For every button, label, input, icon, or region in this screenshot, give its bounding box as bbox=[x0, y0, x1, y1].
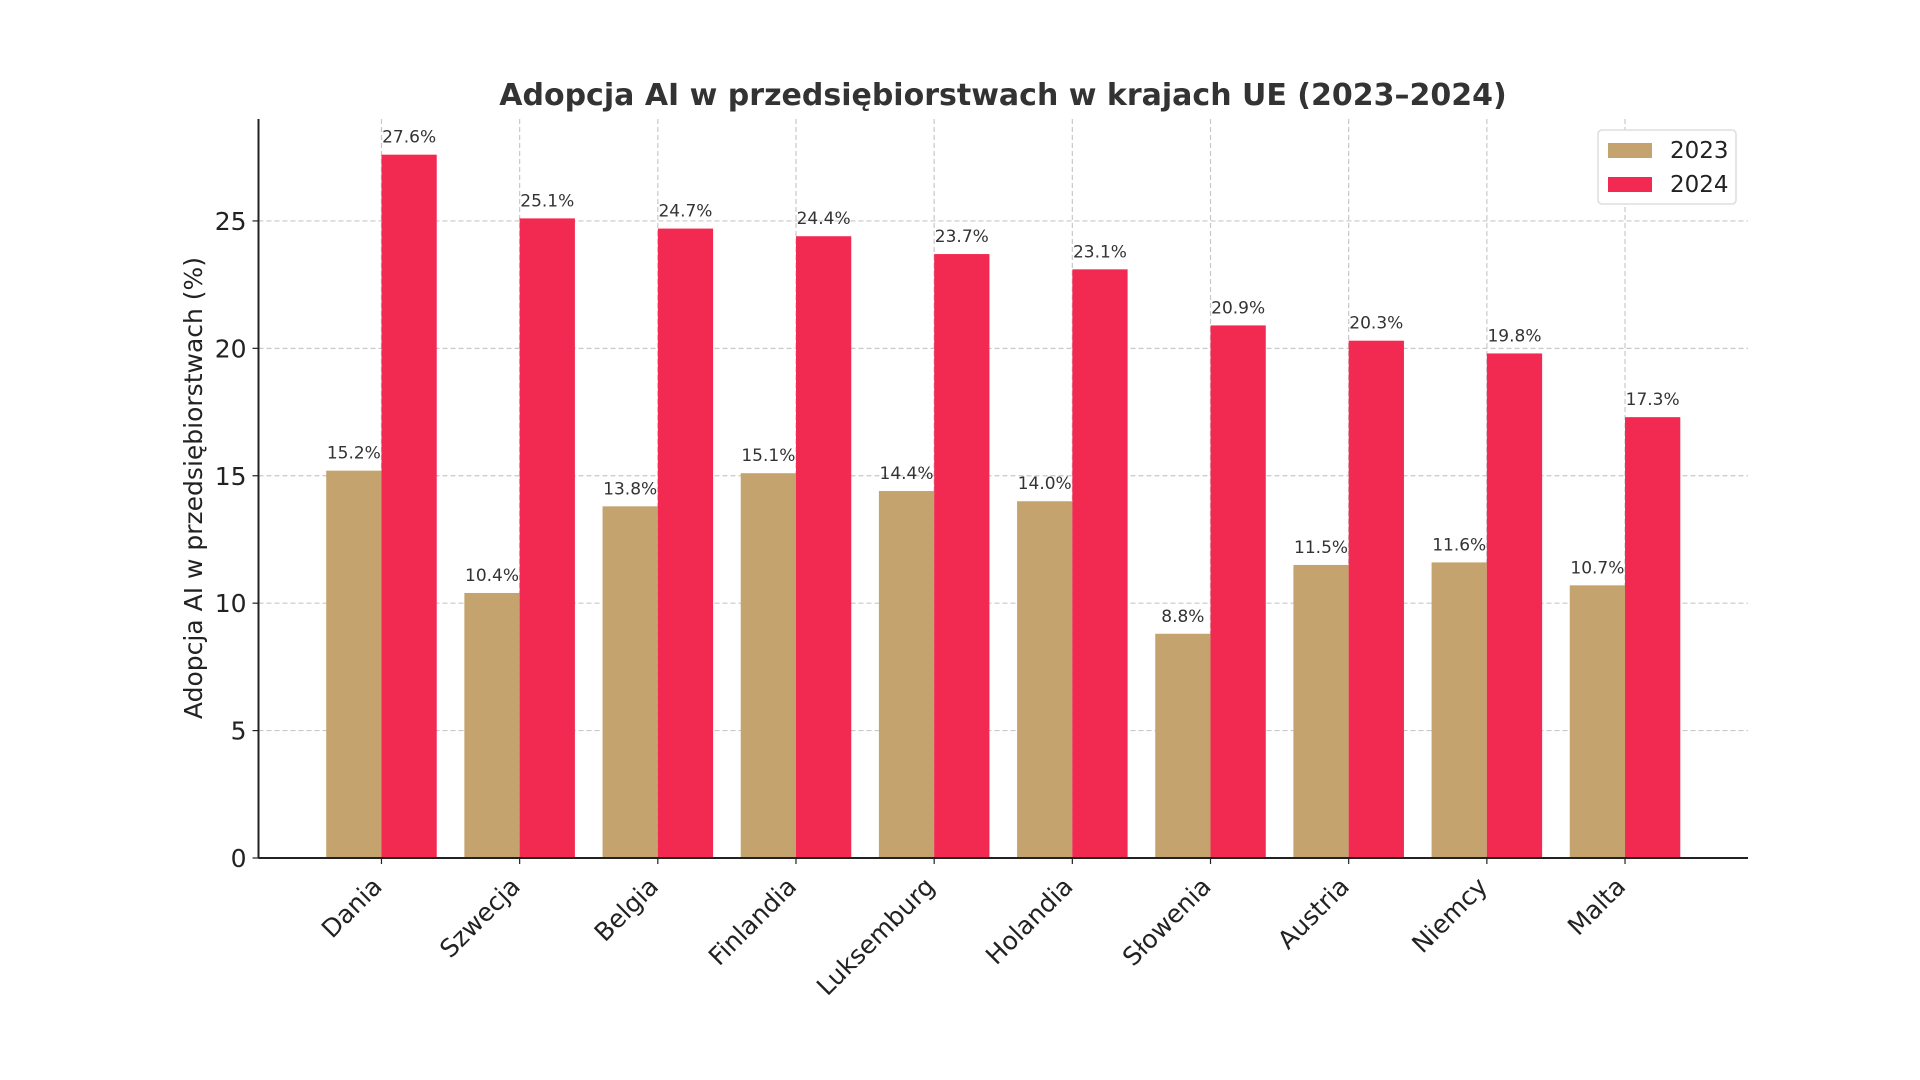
bar-2024-Szwecja bbox=[519, 218, 575, 858]
legend-label-2023: 2023 bbox=[1670, 138, 1729, 164]
chart-title: Adopcja AI w przedsiębiorstwach w krajac… bbox=[499, 78, 1506, 113]
data-label: 20.3% bbox=[1349, 314, 1403, 334]
bar-2024-Belgia bbox=[657, 228, 714, 858]
legend: 2023 2024 bbox=[1597, 129, 1737, 205]
bar-2024-Luksemburg bbox=[934, 254, 990, 859]
x-tick-label-Niemcy: Niemcy bbox=[1406, 872, 1493, 959]
y-axis-label: Adopcja AI w przedsiębiorstwach (%) bbox=[179, 257, 208, 719]
y-tick-label: 5 bbox=[231, 717, 247, 746]
legend-swatch-2024 bbox=[1608, 177, 1652, 192]
bar-2023-Austria bbox=[1293, 564, 1349, 858]
bar-2024-Dania bbox=[381, 154, 437, 859]
bar-2023-Słowenia bbox=[1155, 633, 1211, 858]
data-label: 15.2% bbox=[327, 444, 381, 464]
bar-2024-Słowenia bbox=[1210, 325, 1266, 858]
data-label: 11.6% bbox=[1432, 535, 1486, 555]
y-tick-label: 10 bbox=[215, 589, 247, 618]
bar-2024-Austria bbox=[1348, 340, 1404, 858]
bar-2023-Niemcy bbox=[1431, 562, 1487, 858]
x-tick-label-Dania: Dania bbox=[316, 872, 388, 944]
data-label: 15.1% bbox=[741, 446, 795, 466]
data-label: 27.6% bbox=[382, 128, 436, 148]
bar-2024-Finlandia bbox=[795, 236, 852, 858]
legend-swatch-2023 bbox=[1608, 143, 1652, 158]
bar-2023-Szwecja bbox=[464, 592, 520, 858]
x-tick-label-Finlandia: Finlandia bbox=[703, 872, 802, 971]
data-label: 23.7% bbox=[935, 227, 989, 247]
data-label: 17.3% bbox=[1626, 390, 1680, 410]
bar-2023-Luksemburg bbox=[878, 491, 935, 858]
data-label: 14.4% bbox=[880, 464, 934, 484]
x-tick-label-Austria: Austria bbox=[1272, 872, 1355, 955]
data-label: 13.8% bbox=[603, 479, 657, 499]
x-tick-label-Słowenia: Słowenia bbox=[1117, 872, 1217, 972]
data-label: 10.4% bbox=[465, 566, 519, 586]
bar-2024-Holandia bbox=[1072, 269, 1128, 858]
data-label: 14.0% bbox=[1018, 474, 1072, 494]
bar-2023-Holandia bbox=[1017, 501, 1073, 858]
data-label: 11.5% bbox=[1294, 538, 1348, 558]
data-label: 20.9% bbox=[1211, 298, 1265, 318]
y-tick-label: 15 bbox=[215, 462, 247, 491]
bar-2023-Dania bbox=[326, 470, 382, 858]
x-tick-label-Luksemburg: Luksemburg bbox=[811, 872, 940, 1001]
bar-2024-Malta bbox=[1625, 417, 1681, 858]
x-tick-label-Holandia: Holandia bbox=[980, 872, 1079, 971]
bar-2024-Niemcy bbox=[1486, 353, 1543, 858]
x-tick-label-Szwecja: Szwecja bbox=[434, 872, 526, 964]
data-label: 10.7% bbox=[1570, 558, 1624, 578]
y-tick-label: 20 bbox=[215, 334, 247, 363]
data-label: 25.1% bbox=[520, 191, 574, 211]
x-tick-label-Malta: Malta bbox=[1562, 872, 1631, 941]
y-tick-label: 0 bbox=[231, 844, 247, 873]
data-label: 23.1% bbox=[1073, 242, 1127, 262]
data-label: 8.8% bbox=[1161, 607, 1204, 627]
legend-label-2024: 2024 bbox=[1670, 172, 1729, 198]
bar-2023-Malta bbox=[1569, 585, 1626, 858]
data-label: 24.4% bbox=[797, 209, 851, 229]
x-tick-label-Belgia: Belgia bbox=[589, 872, 664, 947]
y-tick-label: 25 bbox=[215, 207, 247, 236]
bar-2023-Belgia bbox=[602, 506, 658, 858]
bar-2023-Finlandia bbox=[740, 473, 796, 858]
bars: 15.2% 10.4% 13.8% 15.1% 14.4% 14.0% 8.8% 11.5% 1… bbox=[326, 128, 1681, 859]
data-label: 19.8% bbox=[1487, 326, 1541, 346]
data-label: 24.7% bbox=[658, 202, 712, 222]
